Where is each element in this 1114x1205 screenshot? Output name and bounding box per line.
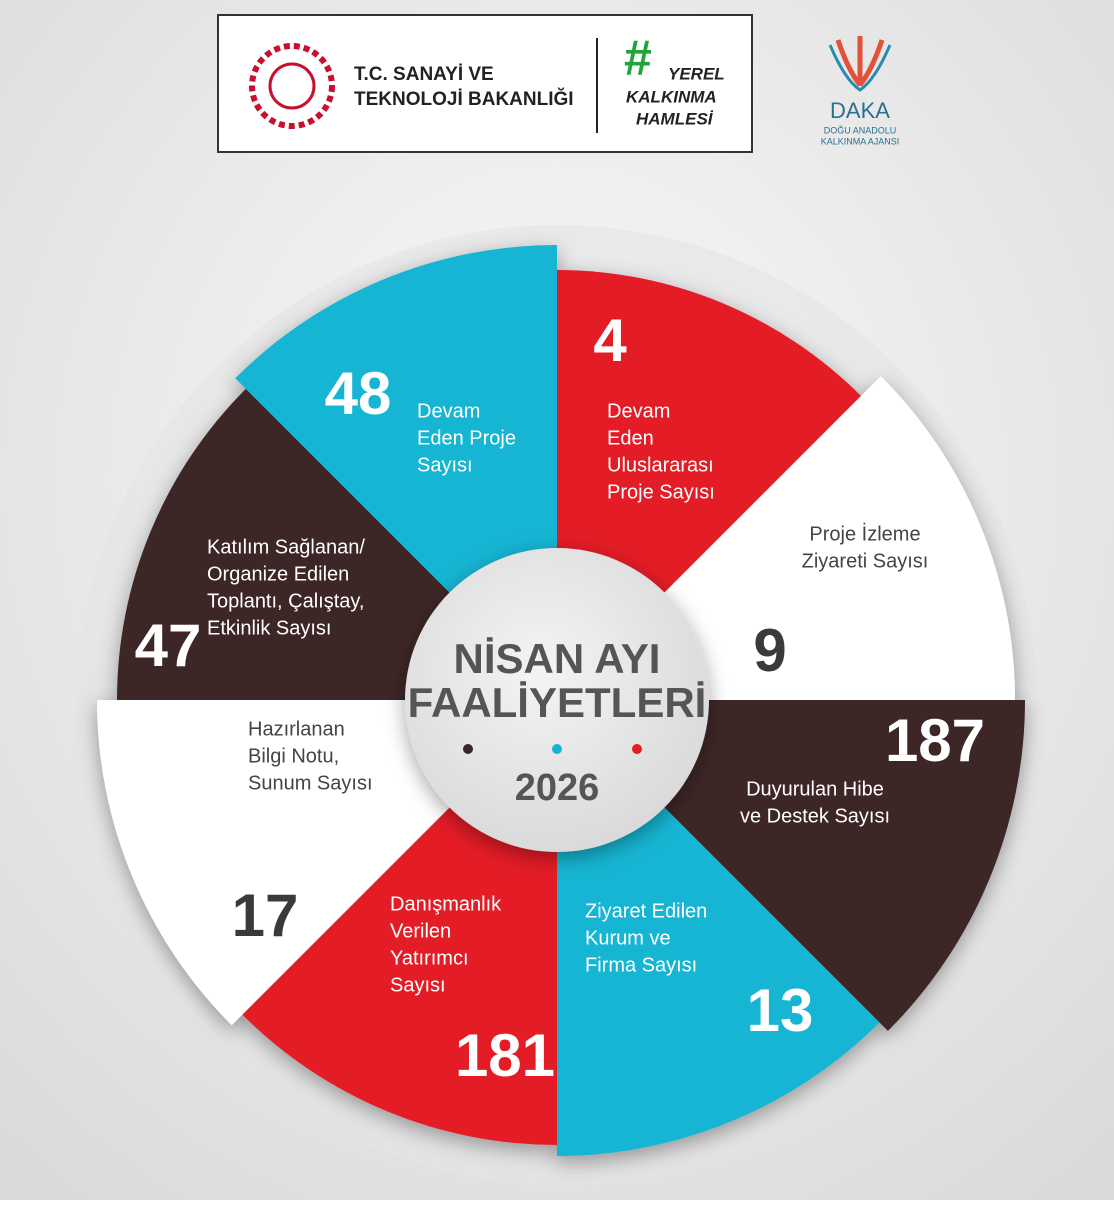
segment-value: 17 [232, 882, 299, 949]
hub-dot [632, 744, 642, 754]
segment-value: 9 [753, 617, 786, 684]
segment-value: 48 [325, 360, 392, 427]
ministry-name: TEKNOLOJİ BAKANLIĞI [354, 88, 574, 110]
hub-title: FAALİYETLERİ [408, 679, 707, 726]
segment-label: Ziyareti Sayısı [802, 550, 929, 572]
agency-full: KALKINMA AJANSI [821, 136, 900, 146]
header-box [217, 14, 753, 153]
segment-label: Danışmanlık [390, 893, 502, 915]
segment-label: Hazırlanan [248, 718, 345, 740]
segment-label: Toplantı, Çalıştay, [207, 590, 364, 612]
segment-label: Verilen [390, 920, 451, 942]
segment-label: ve Destek Sayısı [740, 805, 890, 827]
hub [405, 548, 709, 852]
segment-label: Etkinlik Sayısı [207, 617, 331, 639]
segment-value: 181 [455, 1022, 555, 1089]
segment-label: Organize Edilen [207, 563, 349, 585]
segment-label: Yatırımcı [390, 947, 469, 969]
agency-full: DOĞU ANADOLU [824, 125, 897, 135]
hub-year: 2026 [515, 767, 600, 809]
campaign-hash: # [624, 30, 652, 86]
ministry-logo-inner [268, 62, 316, 110]
hub-title: NİSAN AYI [454, 635, 661, 682]
campaign-text: HAMLESİ [636, 109, 714, 128]
ministry-logo [249, 43, 335, 129]
segment-label: Kurum ve [585, 927, 671, 949]
segment-label: Devam [607, 400, 670, 422]
campaign-text: YEREL [668, 64, 725, 83]
agency-name: DAKA [830, 98, 890, 123]
segment-value: 187 [885, 707, 985, 774]
segment-label: Firma Sayısı [585, 954, 697, 976]
ministry-name: T.C. SANAYİ VE [354, 64, 494, 85]
segment-label: Eden [607, 427, 654, 449]
segment-value: 13 [747, 977, 814, 1044]
segment-label: Sayısı [417, 454, 473, 476]
segment-label: Proje İzleme [809, 522, 920, 545]
hub-dot [463, 744, 473, 754]
segment-label: Sunum Sayısı [248, 772, 373, 794]
segment-label: Katılım Sağlanan/ [207, 536, 365, 558]
segment-value: 4 [593, 307, 627, 374]
segment-label: Eden Proje [417, 427, 516, 449]
agency-logo [828, 44, 892, 92]
segment-value: 47 [135, 612, 202, 679]
campaign-text: KALKINMA [626, 87, 717, 106]
segment-label: Bilgi Notu, [248, 745, 339, 767]
agency-logo [835, 36, 885, 87]
labels: 4 Devam Eden Uluslararası Proje Sayısı 9 Proje… [135, 307, 985, 1089]
segment-label: Uluslararası [607, 454, 714, 476]
segment-label: Ziyaret Edilen [585, 900, 707, 922]
segment-label: Proje Sayısı [607, 481, 715, 503]
segment-label: Sayısı [390, 974, 446, 996]
hub-dot [552, 744, 562, 754]
segment-label: Duyurulan Hibe [746, 778, 884, 800]
segment-label: Devam [417, 400, 480, 422]
